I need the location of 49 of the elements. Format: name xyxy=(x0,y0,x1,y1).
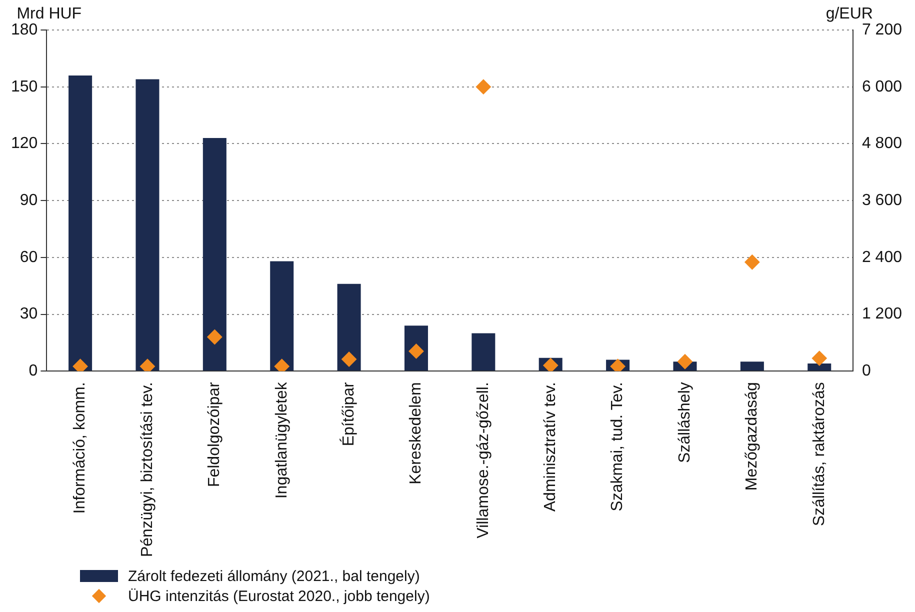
point xyxy=(812,350,827,366)
bar xyxy=(740,362,764,371)
bar xyxy=(68,75,92,371)
y2-axis-title: g/EUR xyxy=(826,5,873,22)
x-tick-label: Szállítás, raktározás xyxy=(810,382,828,526)
y2-tick-label: 1 200 xyxy=(862,306,902,323)
point xyxy=(274,358,290,372)
point xyxy=(610,358,626,372)
point xyxy=(476,79,491,94)
y2-tick-label: 2 400 xyxy=(862,248,902,266)
point xyxy=(543,358,558,372)
x-tick-label: Villamose.-gáz-gőzell. xyxy=(474,382,492,538)
y-tick-label: 120 xyxy=(10,135,38,152)
y-tick-label: 150 xyxy=(10,78,38,96)
legend-label: ÜHG intenzitás (Eurostat 2020., jobb tengely) xyxy=(128,588,430,604)
x-tick-label: Építőipar xyxy=(339,381,358,446)
y-axis-title: Mrd HUF xyxy=(16,5,82,22)
x-tick-label: Kereskedelem xyxy=(408,382,425,484)
bar xyxy=(202,138,226,371)
point xyxy=(72,358,88,372)
y2-tick-label: 7 200 xyxy=(862,21,902,38)
y2-tick-label: 6 000 xyxy=(862,78,902,96)
bar xyxy=(472,333,496,371)
y2-tick-label: 3 600 xyxy=(862,192,902,209)
point xyxy=(342,352,357,367)
y-tick-label: 0 xyxy=(28,362,38,380)
legend-label: Zárolt fedezeti állomány (2021., bal tengely) xyxy=(128,568,420,584)
point xyxy=(744,254,760,270)
y-tick-label: 60 xyxy=(20,248,38,266)
x-tick-label: Adminisztratív tev. xyxy=(542,382,560,512)
x-tick-label: Mezőgazdaság xyxy=(744,382,761,491)
y-tick-label: 180 xyxy=(10,21,38,38)
x-tick-label: Információ, komm. xyxy=(72,382,89,514)
point xyxy=(140,358,155,372)
bar xyxy=(337,284,361,371)
x-tick-label: Ingatlanügyletek xyxy=(273,381,290,499)
point xyxy=(207,329,222,344)
y2-tick-label: 4 800 xyxy=(862,135,902,152)
y-tick-label: 90 xyxy=(20,192,38,209)
x-tick-label: Szakmai, tud. Tev. xyxy=(609,382,626,512)
bar xyxy=(136,79,160,371)
bar xyxy=(270,261,294,371)
x-tick-label: Pénzügyi, biztosítási tev. xyxy=(138,382,156,558)
y-tick-label: 30 xyxy=(20,306,38,323)
x-tick-label: Feldolgozóipar xyxy=(206,381,224,488)
x-tick-label: Szálláshely xyxy=(676,382,694,464)
bar xyxy=(808,364,832,371)
y2-tick-label: 0 xyxy=(862,362,871,380)
point xyxy=(677,354,692,370)
